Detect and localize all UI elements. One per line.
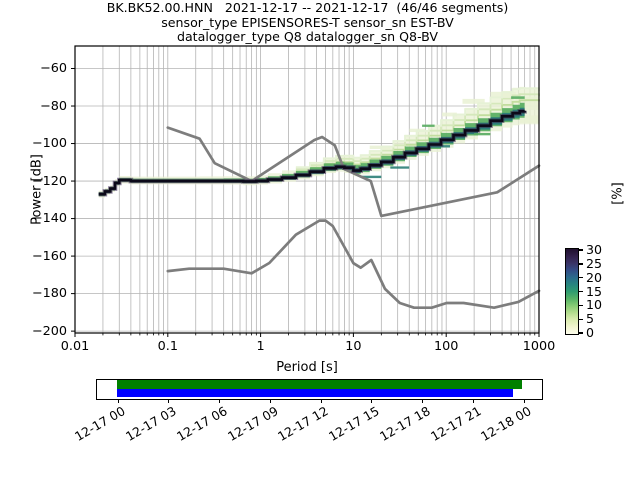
colorbar-tick [579,332,583,334]
timebar-green-coverage [117,380,522,389]
title-line-3: datalogger_type Q8 datalogger_sn Q8-BV [176,29,439,45]
timebar-tick [371,399,373,403]
x-tick-label: 0.01 [60,339,90,354]
colorbar-tick-label: 20 [586,269,603,285]
timebar-tick [168,399,170,403]
timebar-tick [219,399,221,403]
x-tick-label: 10 [345,339,362,354]
colorbar-tick [579,290,583,293]
timebar-tick [269,399,271,403]
y-tick-label: −160 [31,248,67,264]
timebar-tick [472,399,474,403]
y-tick-label: −80 [39,98,67,114]
colorbar-tick-label: 10 [586,297,603,313]
y-tick-label: −180 [31,286,67,302]
title-line-1: BK.BK52.00.HNN 2021-12-17 -- 2021-12-17 … [106,0,509,15]
timebar-tick [422,399,424,403]
y-tick-label: −200 [31,323,67,339]
colorbar [565,248,579,335]
y-tick-label: −60 [39,61,67,76]
timebar-tick [117,399,119,403]
y-tick-label: −140 [31,211,67,227]
timebar-tick [523,399,525,403]
colorbar-tick [579,249,583,251]
x-axis-label: Period [s] [276,360,338,375]
colorbar-tick [579,263,583,265]
colorbar-tick [579,318,583,320]
colorbar-tick-label: 0 [586,325,595,340]
colorbar-tick [579,277,583,279]
colorbar-tick-label: 30 [586,242,603,257]
colorbar-tick-label: 25 [586,255,603,271]
x-tick-label: 100 [433,339,459,354]
colorbar-label: [%] [610,182,626,205]
y-tick-label: −100 [31,136,67,152]
figure-title: BK.BK52.00.HNN 2021-12-17 -- 2021-12-17 … [55,0,560,45]
colorbar-tick-label: 5 [586,311,595,327]
x-tick-label: 1 [256,339,265,354]
timebar-tick [320,399,322,403]
timebar-blue-coverage [117,388,514,398]
x-tick-label: 1000 [522,339,556,354]
title-line-2: sensor_type EPISENSORES-T sensor_sn EST-… [161,14,454,30]
colorbar-tick [579,304,583,307]
y-tick-label: −120 [31,173,67,189]
colorbar-tick-label: 15 [586,283,603,299]
x-tick-label: 0.1 [157,339,178,354]
